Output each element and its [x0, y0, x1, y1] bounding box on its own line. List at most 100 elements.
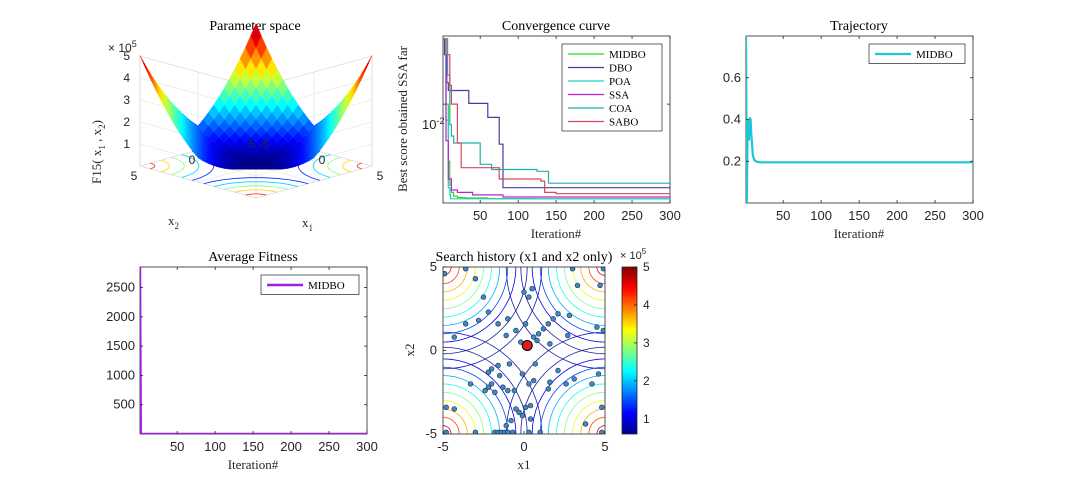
contour-line: [572, 267, 605, 301]
search-point: [555, 311, 561, 317]
trajectory-plot: Trajectory 50 100 150 200 250 300 0.2 0.4 0.6 It…: [723, 19, 984, 241]
colorbar-tick-label: 3: [643, 336, 650, 350]
legend-label-midbo: MIDBO: [609, 49, 646, 61]
y-tick-label: 5: [430, 259, 437, 274]
surface-x-tick: -5: [259, 137, 270, 151]
colorbar: [621, 266, 638, 435]
search-point: [513, 406, 519, 412]
search-point: [443, 429, 449, 434]
search-point: [599, 404, 605, 410]
y-tick-label: 1000: [106, 367, 135, 382]
search-point: [526, 294, 532, 300]
fitness-x-label: Iteration#: [228, 457, 279, 472]
floor-grid-line: [255, 165, 373, 199]
search-point: [600, 327, 605, 334]
search-point: [467, 381, 474, 387]
x-tick-label: 0: [520, 439, 527, 454]
x-tick-label: 150: [545, 208, 567, 223]
x-tick-label: 200: [886, 208, 908, 223]
x-tick-label: 250: [621, 208, 643, 223]
contour-line: [539, 366, 605, 434]
contour-line: [443, 358, 517, 434]
search-point: [526, 381, 532, 387]
search-point: [600, 267, 605, 272]
search-point: [513, 327, 519, 334]
colorbar-ticks: 1 2 3 4 5: [634, 260, 650, 426]
search-point: [500, 384, 506, 390]
search-point: [527, 416, 534, 422]
y-tick-label: 0.6: [723, 70, 741, 85]
base-contour-line: [181, 154, 200, 178]
x-tick-label: -5: [437, 439, 449, 454]
y-tick-label: 0: [430, 343, 437, 358]
search-point: [545, 321, 551, 327]
floor-grid-line: [139, 165, 257, 199]
search-point: [472, 276, 479, 282]
search-points: [443, 267, 605, 434]
base-contour-line: [160, 159, 170, 173]
search-point: [482, 387, 488, 394]
x-tick-label: 150: [848, 208, 870, 223]
search-point: [510, 429, 516, 434]
surface-z-tick: 2: [123, 115, 130, 129]
search-point: [488, 366, 495, 372]
search-point: [463, 267, 469, 272]
legend-box: [868, 43, 966, 64]
contour-line: [443, 267, 492, 318]
contour-line: [596, 425, 605, 434]
x-tick-label: 250: [924, 208, 946, 223]
surface-exponent: × 105: [108, 39, 137, 55]
search-point: [535, 331, 542, 337]
contour-line: [564, 391, 605, 434]
search-point: [589, 381, 595, 387]
search-point: [547, 341, 553, 347]
search-point: [534, 337, 540, 344]
trajectory-x-label: Iteration#: [834, 226, 885, 241]
search-point: [485, 384, 492, 390]
search-point: [522, 321, 529, 327]
base-contour-line: [171, 157, 185, 175]
contour-line: [443, 416, 460, 434]
search-point: [595, 371, 602, 377]
contour-line: [588, 416, 605, 434]
contour-line: [443, 267, 468, 293]
colorbar-exponent: × 105: [620, 247, 647, 262]
search-point: [508, 417, 514, 424]
search-point: [503, 422, 509, 429]
search-point: [519, 371, 526, 377]
surface-y-tick: -5: [245, 137, 256, 151]
series-line-ssa: [443, 38, 670, 198]
search-point: [571, 376, 577, 382]
search-point: [540, 326, 547, 332]
search-point: [522, 404, 529, 410]
search-point: [526, 429, 532, 434]
legend-box: [561, 43, 663, 132]
search-point: [519, 412, 526, 419]
contour-line: [547, 375, 605, 434]
best-point: [521, 339, 533, 351]
search-history-plot: Search history (x1 and x2 only) -5 0 5 -5 0 5…: [402, 247, 650, 472]
search-point: [563, 381, 569, 387]
contour-line: [443, 425, 452, 434]
legend-label-sabo: SABO: [609, 117, 638, 129]
x-tick-label: 100: [204, 439, 226, 454]
search-point: [495, 362, 501, 369]
surface-y-tick: 5: [131, 169, 138, 183]
fitness-plot: Average Fitness 50 100 150 200 250 300 500 1000…: [106, 250, 378, 472]
surface-z-tick: 4: [123, 71, 130, 85]
search-point: [443, 271, 448, 277]
search-ticks: -5 0 5 -5 0 5: [425, 259, 608, 454]
search-point: [485, 369, 492, 375]
search-point: [497, 372, 503, 379]
contour-line: [443, 400, 476, 434]
x-tick-label: 100: [810, 208, 832, 223]
legend-box: [260, 274, 360, 295]
convergence-y-tick: 10-2: [422, 116, 444, 132]
contour-line: [572, 400, 605, 434]
trajectory-series: [746, 36, 973, 203]
colorbar-tick-label: 1: [643, 412, 650, 426]
surface-z-tick: 5: [123, 49, 130, 63]
contour-line: [443, 346, 528, 434]
legend-label-midbo: MIDBO: [308, 280, 345, 292]
search-point: [574, 282, 581, 289]
